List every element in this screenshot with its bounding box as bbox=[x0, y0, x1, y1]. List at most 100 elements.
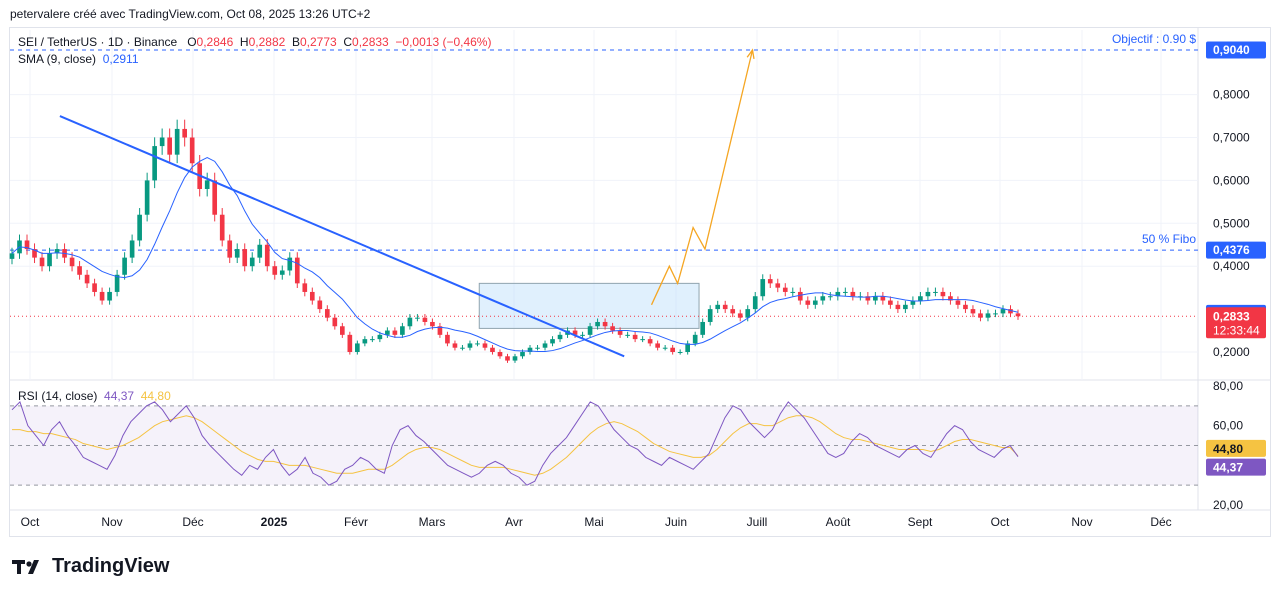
candle-body bbox=[167, 137, 172, 155]
price-tick-label: 0,8000 bbox=[1213, 88, 1250, 102]
time-tick-label: Déc bbox=[1150, 515, 1171, 529]
candle-body bbox=[437, 326, 443, 335]
symbol-label[interactable]: SEI / TetherUS · 1D · Binance bbox=[18, 35, 178, 49]
candle-body bbox=[144, 180, 150, 215]
candle-body bbox=[490, 347, 495, 352]
candle-body bbox=[377, 334, 383, 340]
tradingview-logo-icon bbox=[12, 559, 39, 574]
rsi-tag: 44,37 bbox=[1213, 461, 1243, 475]
close-value: 0,2833 bbox=[352, 35, 389, 49]
candle-body bbox=[918, 296, 923, 301]
rsi-label[interactable]: RSI (14, close) bbox=[18, 389, 98, 403]
rsi-ma-tag: 44,80 bbox=[1213, 442, 1243, 456]
candle-body bbox=[647, 339, 653, 344]
sma-label[interactable]: SMA (9, close) bbox=[18, 52, 97, 66]
candle-body bbox=[159, 137, 165, 147]
candle-body bbox=[264, 244, 270, 267]
candle-body bbox=[107, 291, 112, 301]
price-tick-label: 0,2000 bbox=[1213, 345, 1250, 359]
candle-body bbox=[827, 296, 833, 298]
candle-body bbox=[752, 296, 758, 310]
time-tick-label: Juin bbox=[665, 515, 687, 529]
candle-body bbox=[700, 321, 706, 335]
candle-body bbox=[340, 326, 345, 335]
candle-body bbox=[542, 343, 548, 348]
candle-body bbox=[595, 321, 600, 327]
candle-body bbox=[557, 334, 563, 340]
candle-body bbox=[32, 249, 37, 258]
open-value: 0,2846 bbox=[196, 35, 234, 49]
candle-body bbox=[685, 343, 690, 352]
sma-legend: SMA (9, close) 0,2911 bbox=[18, 52, 139, 66]
candle-body bbox=[933, 291, 938, 293]
rsi-legend: RSI (14, close) 44,37 44,80 bbox=[18, 389, 171, 403]
candle-body bbox=[707, 309, 713, 322]
target-price-tag-bg bbox=[1206, 41, 1266, 59]
candle-body bbox=[790, 291, 796, 293]
projection-arrowhead bbox=[746, 48, 755, 59]
candle-body bbox=[317, 300, 323, 310]
candle-body bbox=[137, 214, 142, 241]
candle-body bbox=[812, 300, 818, 305]
candle-body bbox=[888, 300, 893, 305]
candle-body bbox=[204, 180, 210, 189]
sma-value: 0,2911 bbox=[102, 52, 139, 66]
candle-body bbox=[670, 347, 675, 352]
candle-body bbox=[392, 330, 398, 335]
candle-body bbox=[805, 300, 811, 305]
candle-body bbox=[587, 326, 593, 335]
candle-body bbox=[422, 317, 428, 322]
chart-frame bbox=[9, 27, 1271, 537]
candle-body bbox=[955, 300, 961, 305]
target-annotation: Objectif : 0.90 $ bbox=[1112, 32, 1196, 46]
time-tick-label: 2025 bbox=[261, 515, 288, 529]
candle-body bbox=[775, 283, 781, 288]
candle-body bbox=[362, 339, 368, 344]
candle-body bbox=[978, 313, 983, 318]
candle-body bbox=[475, 343, 480, 345]
candle-body bbox=[993, 313, 998, 315]
candle-body bbox=[24, 240, 30, 250]
candle-body bbox=[47, 253, 52, 267]
candle-body bbox=[610, 326, 615, 331]
range-box bbox=[478, 282, 700, 329]
fibo-annotation: 50 % Fibo bbox=[1142, 232, 1196, 246]
candle-body bbox=[370, 339, 375, 341]
candle-body bbox=[9, 253, 15, 259]
candle-body bbox=[294, 257, 300, 284]
candle-body bbox=[617, 330, 623, 335]
candle-body bbox=[77, 266, 82, 275]
candle-body bbox=[92, 283, 97, 292]
candle-body bbox=[114, 274, 120, 292]
candle-body bbox=[324, 309, 330, 318]
tradingview-logo[interactable]: TradingView bbox=[12, 555, 169, 578]
candle-body bbox=[460, 347, 465, 349]
candle-body bbox=[332, 317, 338, 327]
candle-body bbox=[782, 287, 788, 292]
candle-body bbox=[745, 309, 751, 318]
time-tick-label: Avr bbox=[505, 515, 523, 529]
candle-body bbox=[242, 249, 248, 267]
candle-body bbox=[767, 279, 773, 284]
candle-body bbox=[850, 291, 856, 297]
candle-body bbox=[895, 304, 901, 310]
candle-body bbox=[692, 334, 698, 344]
projection-path bbox=[650, 49, 754, 306]
time-tick-label: Déc bbox=[182, 515, 203, 529]
fibo-price-tag: 0,4376 bbox=[1213, 243, 1250, 257]
candle-body bbox=[970, 309, 976, 314]
price-tick-label: 0,5000 bbox=[1213, 216, 1250, 230]
candle-body bbox=[843, 291, 848, 293]
time-tick-label: Oct bbox=[21, 515, 40, 529]
candle-body bbox=[272, 266, 278, 275]
candle-body bbox=[467, 343, 473, 348]
rsi-tick-label: 20,00 bbox=[1213, 498, 1243, 512]
candle-body bbox=[39, 257, 45, 267]
candle-body bbox=[550, 339, 555, 344]
candle-body bbox=[249, 257, 255, 267]
candle-body bbox=[535, 347, 540, 349]
tradingview-wordmark: TradingView bbox=[52, 555, 170, 577]
candle-body bbox=[963, 304, 968, 310]
candle-body bbox=[865, 296, 871, 301]
